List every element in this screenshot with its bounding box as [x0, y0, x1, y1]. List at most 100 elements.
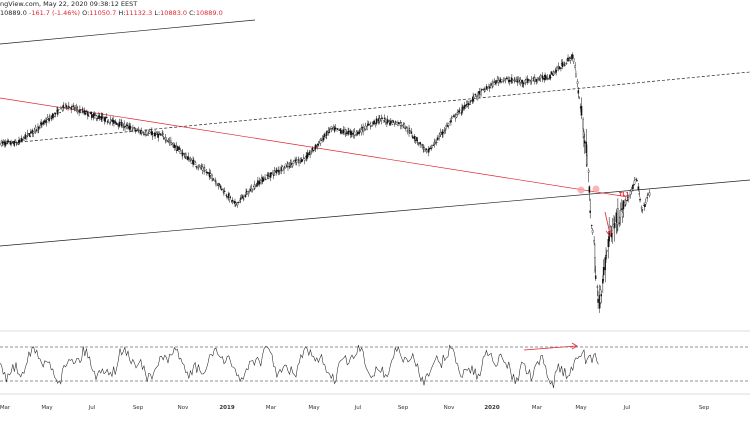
candle-body	[83, 110, 86, 114]
candle-body	[234, 202, 237, 205]
candle-body	[400, 122, 402, 124]
osc-line	[0, 344, 599, 389]
candle-body	[397, 122, 400, 124]
candle-body	[626, 199, 629, 201]
candle-body	[469, 103, 471, 105]
candle-body	[322, 137, 325, 141]
candle-body	[74, 107, 76, 109]
candle-body	[574, 65, 576, 68]
candle-body	[494, 83, 497, 85]
candle-body	[401, 125, 403, 127]
candle-body	[142, 132, 144, 134]
candle-body	[640, 207, 643, 209]
candle-body	[550, 71, 553, 75]
candle-body	[395, 121, 398, 125]
candle-body	[578, 97, 580, 99]
candle-body	[136, 129, 139, 131]
candle-body	[81, 109, 84, 111]
candle-body	[301, 159, 303, 162]
candle-body	[536, 79, 538, 81]
candle-body	[428, 148, 430, 153]
candle-body	[328, 131, 330, 133]
candle-body	[7, 140, 10, 142]
candle-body	[411, 135, 413, 137]
candle-body	[187, 156, 190, 160]
candle-body	[602, 267, 605, 276]
candle-body	[94, 114, 97, 116]
candle-body	[223, 191, 226, 193]
candle-body	[597, 298, 599, 303]
candle-body	[240, 197, 243, 199]
candle-body	[63, 106, 65, 108]
candle-body	[215, 181, 217, 185]
candle-body	[458, 109, 461, 111]
candle-body	[311, 147, 314, 150]
candle-body	[24, 134, 27, 139]
candle-body	[212, 179, 215, 181]
candle-body	[373, 120, 375, 124]
candle-body	[43, 120, 46, 123]
candle-body	[423, 147, 425, 151]
candle-body	[151, 131, 153, 136]
candle-body	[26, 133, 29, 135]
candle-body	[585, 141, 588, 154]
candle-body	[527, 81, 530, 83]
candle-body	[318, 141, 320, 144]
trendline-top-line	[0, 19, 256, 45]
candle-body	[572, 54, 574, 57]
candle-body	[54, 112, 57, 115]
candle-body	[189, 158, 192, 161]
candle-body	[287, 163, 289, 167]
candle-body	[67, 107, 69, 109]
candle-body	[211, 174, 213, 179]
candle-body	[259, 180, 262, 183]
candle-body	[279, 169, 281, 171]
candle-body	[297, 159, 300, 161]
candle-body	[486, 87, 489, 89]
candle-body	[632, 185, 634, 190]
candle-body	[291, 163, 294, 167]
candle-body	[364, 125, 367, 130]
candle-body	[298, 160, 300, 163]
candle-body	[447, 123, 450, 126]
candle-body	[456, 112, 459, 115]
candle-body	[514, 80, 516, 82]
candle-body	[109, 122, 111, 124]
candle-body	[57, 108, 60, 111]
candle-body	[420, 144, 422, 148]
candle-body	[334, 127, 337, 130]
down-arrow	[604, 211, 611, 235]
candle-body	[272, 175, 275, 177]
candle-body	[450, 117, 453, 119]
candle-body	[219, 185, 222, 189]
candle-body	[32, 131, 35, 134]
candle-body	[525, 79, 527, 84]
candle-body	[281, 166, 284, 171]
candle-body	[602, 278, 604, 284]
down-arrow-head	[605, 229, 613, 237]
candle-body	[225, 194, 228, 196]
candle-body	[325, 135, 327, 138]
candle-body	[609, 226, 612, 232]
candle-body	[190, 160, 193, 164]
divergence-arrow	[523, 345, 577, 351]
candle-body	[265, 179, 267, 181]
candle-body	[549, 74, 551, 79]
candle-body	[555, 69, 557, 73]
x-tick-label: 2020	[484, 405, 499, 411]
candle-body	[492, 81, 494, 87]
candle-body	[561, 62, 564, 67]
candle-body	[619, 210, 622, 218]
candle-body	[78, 110, 80, 113]
candle-body	[206, 171, 209, 173]
candle-body	[96, 117, 99, 119]
candle-body	[630, 189, 633, 192]
candle-body	[28, 133, 31, 136]
x-tick-label: Sep	[398, 405, 409, 411]
x-tick-label: Jul	[623, 405, 631, 411]
candle-body	[543, 77, 546, 81]
x-tick-label: May	[308, 405, 320, 411]
candle-body	[90, 114, 93, 118]
candle-body	[117, 123, 119, 125]
